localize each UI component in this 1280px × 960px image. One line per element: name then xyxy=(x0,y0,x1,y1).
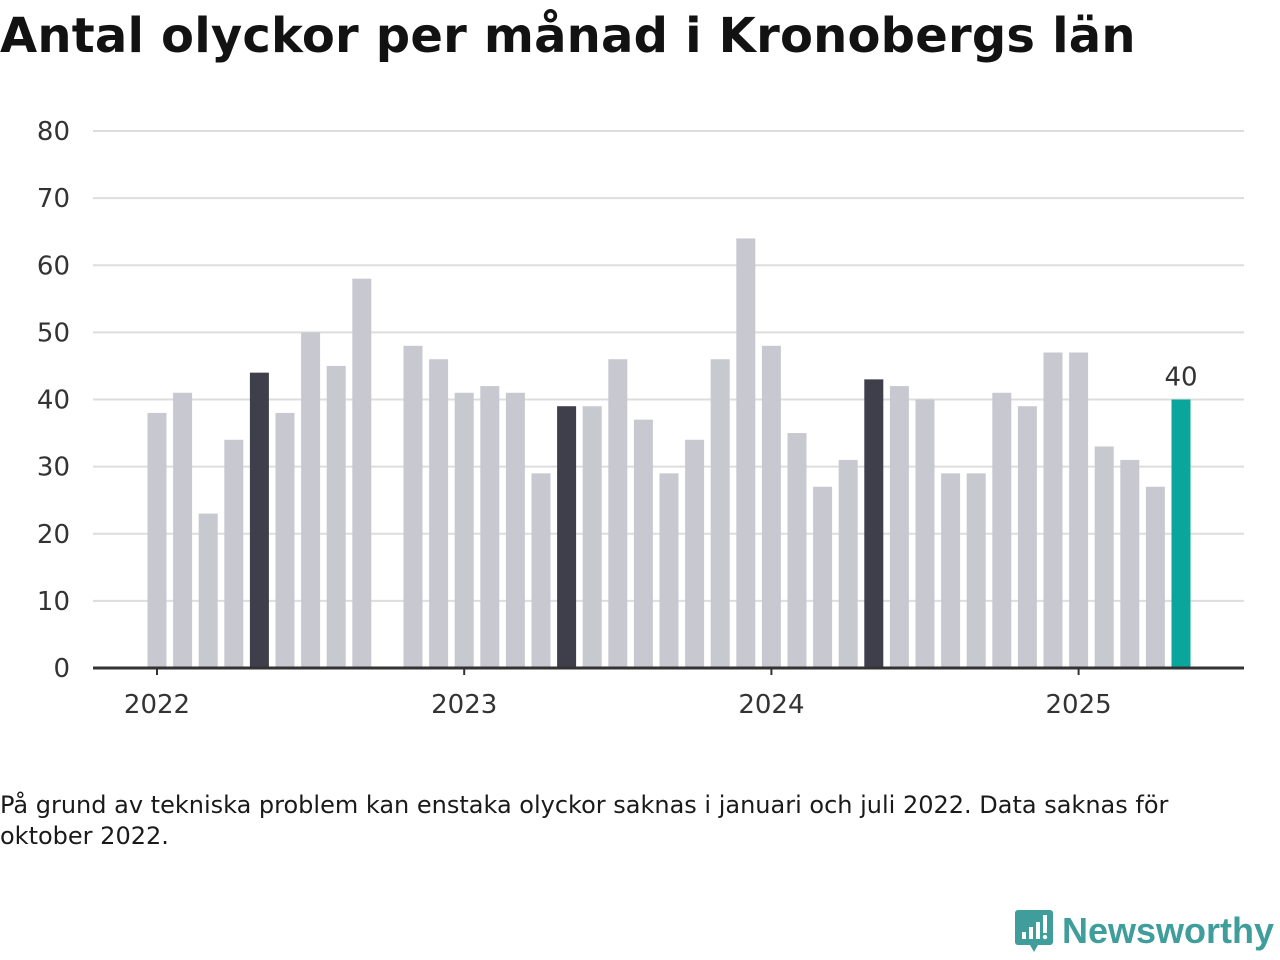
bar-2022-11 xyxy=(403,345,423,668)
bar-2024-08 xyxy=(941,473,961,668)
y-tick-label: 0 xyxy=(53,654,70,684)
bar-2024-04 xyxy=(838,459,858,668)
bar-2022-09 xyxy=(352,278,372,668)
bars xyxy=(147,238,1191,668)
bar-2022-03 xyxy=(198,513,218,668)
bar-2023-04 xyxy=(531,473,551,668)
bar-2024-02 xyxy=(787,433,807,668)
bar-2024-03 xyxy=(813,486,833,668)
bar-2022-12 xyxy=(429,359,449,668)
bar-2023-10 xyxy=(685,439,705,668)
bar-2025-04 xyxy=(1145,486,1165,668)
footnote: På grund av tekniska problem kan enstaka… xyxy=(0,791,1169,850)
bar-2022-08 xyxy=(326,365,346,668)
bar-2022-05 xyxy=(249,372,269,668)
bar-2024-07 xyxy=(915,399,935,668)
bar-2024-01 xyxy=(761,345,781,668)
bar-2025-01 xyxy=(1069,352,1089,668)
bar-2022-04 xyxy=(224,439,244,668)
bar-2022-07 xyxy=(301,332,321,668)
bar-chart: 0 10 20 30 40 50 60 70 80 2022 2023 2024 2025 40 xyxy=(37,117,1244,720)
brand-logo: Newsworthy xyxy=(1014,908,1274,954)
y-tick-label: 70 xyxy=(37,184,70,214)
bar-2022-01 xyxy=(147,412,167,668)
bar-2023-03 xyxy=(505,392,525,668)
data-labels: 40 xyxy=(1164,363,1197,393)
bar-2024-06 xyxy=(889,386,909,668)
bar-2025-03 xyxy=(1120,459,1140,668)
y-tick-label: 10 xyxy=(37,587,70,617)
bar-2023-11 xyxy=(710,359,730,668)
bar-2024-11 xyxy=(1017,406,1037,668)
bar-2024-12 xyxy=(1043,352,1063,668)
bar-2023-12 xyxy=(736,238,756,668)
x-tick-label: 2025 xyxy=(1046,690,1112,720)
data-label: 40 xyxy=(1164,363,1197,393)
bar-2022-02 xyxy=(173,392,193,668)
newsworthy-logo-icon xyxy=(1014,910,1053,952)
y-tick-label: 40 xyxy=(37,386,70,416)
bar-2024-10 xyxy=(992,392,1012,668)
bar-2023-09 xyxy=(659,473,679,668)
bar-2024-05 xyxy=(864,379,884,668)
brand-name: Newsworthy xyxy=(1061,910,1274,951)
bar-2023-07 xyxy=(608,359,628,668)
bar-2024-09 xyxy=(966,473,986,668)
bar-2023-06 xyxy=(582,406,602,668)
chart-title: Antal olyckor per månad i Kronobergs län xyxy=(0,8,1136,64)
x-tick-label: 2023 xyxy=(431,690,497,720)
x-axis-ticks: 2022 2023 2024 2025 xyxy=(124,668,1112,720)
y-tick-label: 80 xyxy=(37,117,70,147)
y-tick-label: 60 xyxy=(37,251,70,281)
bar-2023-02 xyxy=(480,386,500,668)
y-tick-label: 50 xyxy=(37,318,70,348)
bar-2022-06 xyxy=(275,412,295,668)
x-tick-label: 2022 xyxy=(124,690,190,720)
bar-2023-01 xyxy=(454,392,474,668)
bar-2023-08 xyxy=(633,419,653,668)
x-tick-label: 2024 xyxy=(738,690,804,720)
y-tick-label: 20 xyxy=(37,520,70,550)
y-axis-ticks: 0 10 20 30 40 50 60 70 80 xyxy=(37,117,70,684)
bar-2025-02 xyxy=(1094,446,1114,668)
bar-2023-05 xyxy=(557,406,577,668)
y-tick-label: 30 xyxy=(37,453,70,483)
bar-2025-05 xyxy=(1171,399,1191,668)
